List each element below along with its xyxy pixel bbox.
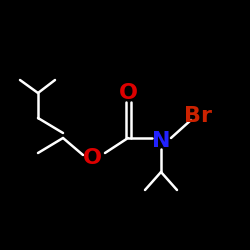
Text: O: O <box>118 83 138 103</box>
Text: O: O <box>82 148 102 168</box>
Text: Br: Br <box>184 106 212 126</box>
Text: N: N <box>152 131 170 151</box>
